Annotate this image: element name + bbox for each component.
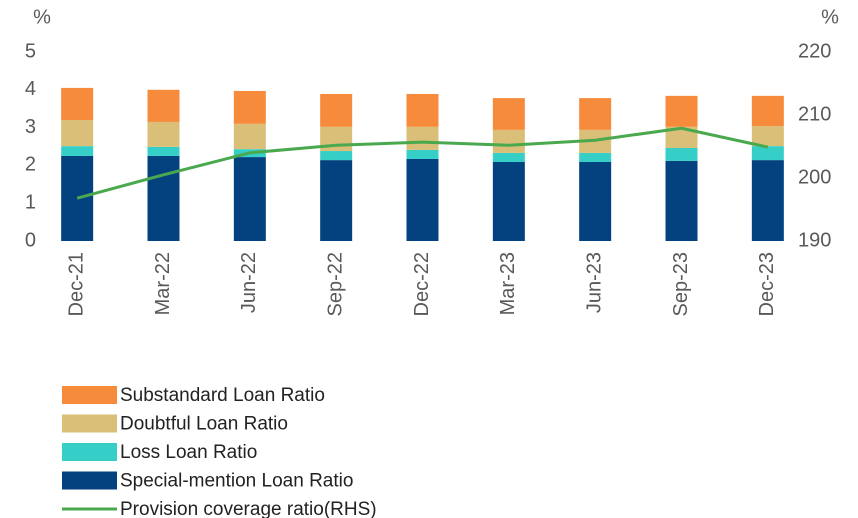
y2-axis-label: % bbox=[821, 6, 839, 28]
bar-segment bbox=[320, 93, 353, 127]
bar-segment bbox=[61, 146, 94, 156]
x-tick-label: Dec-21 bbox=[65, 252, 87, 316]
bar-segment bbox=[147, 155, 180, 241]
y2-tick-label: 210 bbox=[798, 103, 831, 125]
y-axis-label: % bbox=[33, 6, 51, 28]
legend-swatch bbox=[62, 414, 117, 433]
legend-label: Substandard Loan Ratio bbox=[120, 385, 325, 406]
legend-swatch bbox=[62, 386, 117, 404]
bar-segment bbox=[320, 160, 353, 241]
bar-segment bbox=[61, 155, 94, 241]
x-tick-label: Jun-23 bbox=[583, 252, 605, 313]
bar-segment bbox=[233, 157, 266, 241]
bar-segment bbox=[61, 120, 94, 147]
bar-segment bbox=[665, 148, 698, 161]
bar-segment bbox=[406, 158, 439, 241]
line bbox=[76, 126, 769, 200]
legend-label: Special-mention Loan Ratio bbox=[120, 471, 353, 492]
legend-swatch bbox=[62, 443, 117, 461]
bar-segment bbox=[406, 126, 439, 150]
bar-segment bbox=[579, 161, 612, 241]
legend-label: Provision coverage ratio(RHS) bbox=[120, 499, 377, 518]
bar-segment bbox=[492, 129, 525, 153]
bar-segment bbox=[492, 152, 525, 162]
x-tick-label: Dec-23 bbox=[756, 252, 778, 316]
bar-segment bbox=[492, 161, 525, 241]
y-tick-label: 2 bbox=[25, 154, 36, 176]
legend-label: Loss Loan Ratio bbox=[120, 442, 257, 463]
bar-segment bbox=[751, 126, 784, 147]
bar-segment bbox=[147, 89, 180, 122]
bar-segment bbox=[406, 93, 439, 127]
y2-tick-label: 220 bbox=[798, 40, 831, 62]
y-tick-label: 3 bbox=[25, 116, 36, 138]
bar-segment bbox=[233, 123, 266, 150]
x-tick-label: Jun-22 bbox=[238, 252, 260, 313]
bar-segment bbox=[751, 160, 784, 241]
y2-tick-label: 200 bbox=[798, 166, 831, 188]
legend-label: Doubtful Loan Ratio bbox=[120, 414, 288, 435]
bar-segment bbox=[579, 152, 612, 162]
x-tick-label: Mar-22 bbox=[152, 252, 174, 315]
y-tick-label: 4 bbox=[25, 78, 36, 100]
y-tick-label: 1 bbox=[25, 191, 36, 213]
x-tick-label: Sep-23 bbox=[670, 252, 692, 317]
bar-segment bbox=[751, 146, 784, 161]
x-tick-label: Sep-22 bbox=[324, 252, 346, 317]
y-tick-label: 5 bbox=[25, 40, 36, 62]
bar-segment bbox=[320, 151, 353, 161]
bar-segment bbox=[233, 90, 266, 124]
bar-segment bbox=[665, 160, 698, 241]
bar-segment bbox=[579, 98, 612, 130]
bar-segment bbox=[665, 95, 698, 127]
y-tick-label: 0 bbox=[25, 229, 36, 251]
x-tick-label: Mar-23 bbox=[497, 252, 519, 315]
legend-swatch bbox=[62, 471, 117, 490]
bar-segment bbox=[492, 98, 525, 130]
bar-segment bbox=[61, 87, 94, 121]
bar-segment bbox=[147, 146, 180, 156]
bar-segment bbox=[751, 95, 784, 127]
x-tick-label: Dec-22 bbox=[411, 252, 433, 316]
bar-segment bbox=[406, 149, 439, 159]
bar-segment bbox=[147, 121, 180, 147]
y2-tick-label: 190 bbox=[798, 229, 831, 251]
bar-segment bbox=[665, 126, 698, 149]
